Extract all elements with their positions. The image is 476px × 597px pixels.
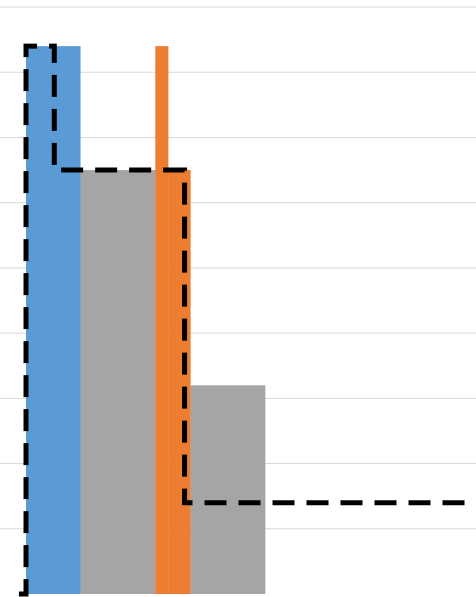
bars: [26, 46, 266, 595]
bar-blue: [26, 46, 81, 594]
bar-gray: [190, 385, 266, 594]
bar-orange: [168, 170, 191, 595]
bar-orange: [155, 46, 169, 594]
bar-gray: [80, 170, 156, 595]
